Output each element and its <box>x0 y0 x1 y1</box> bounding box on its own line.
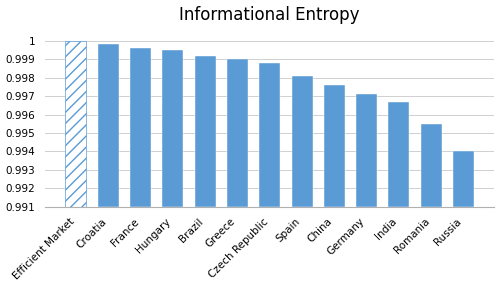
Bar <box>453 151 474 207</box>
Bar <box>259 63 280 207</box>
Bar <box>194 56 216 207</box>
Bar <box>98 44 118 207</box>
Bar <box>66 41 86 207</box>
Bar <box>388 102 409 207</box>
Bar <box>162 50 184 207</box>
Bar <box>227 59 248 207</box>
Bar <box>324 85 345 207</box>
Title: Informational Entropy: Informational Entropy <box>180 5 360 24</box>
Bar <box>292 76 312 207</box>
Bar <box>356 94 377 207</box>
Bar <box>420 124 442 207</box>
Bar <box>130 48 151 207</box>
